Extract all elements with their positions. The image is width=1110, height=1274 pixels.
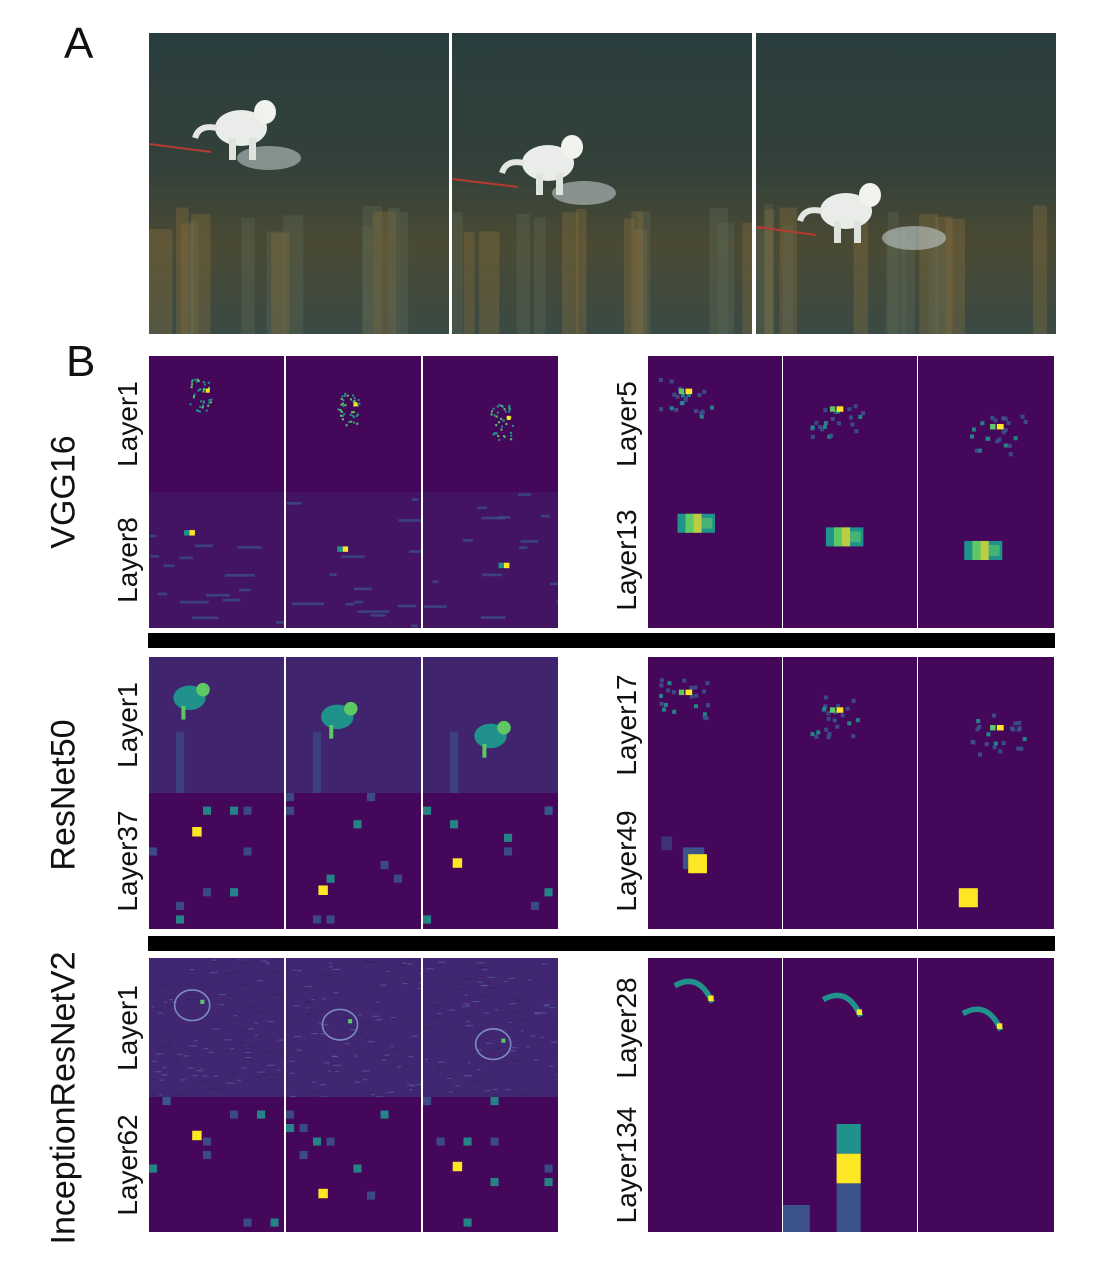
feature-map (149, 492, 284, 628)
feature-map (149, 356, 284, 492)
feature-map (286, 958, 421, 1097)
layer-label: Layer1 (112, 984, 143, 1071)
feature-map (648, 1097, 782, 1232)
feature-map (783, 1097, 917, 1232)
dog-photo-2 (452, 33, 752, 334)
feature-map (648, 657, 782, 793)
feature-map (423, 657, 558, 793)
feature-map (423, 793, 558, 929)
feature-map (423, 356, 558, 492)
feature-map (648, 356, 782, 492)
layer-label: Layer62 (112, 1113, 143, 1216)
separator-bar (148, 936, 1055, 951)
feature-map (918, 657, 1054, 793)
feature-map (286, 1097, 421, 1232)
feature-map (918, 356, 1054, 492)
feature-map (149, 1097, 284, 1232)
feature-map (918, 958, 1054, 1097)
network-label-resnet50: ResNet50 (44, 719, 83, 871)
panel-b-letter: B (66, 337, 96, 386)
feature-map (286, 492, 421, 628)
layer-label: Layer17 (611, 674, 642, 776)
layer-label: Layer49 (611, 810, 642, 912)
dog-photo-3 (756, 33, 1056, 334)
dog-photo-1 (149, 33, 449, 334)
feature-map (648, 793, 782, 929)
feature-map (423, 492, 558, 628)
network-label-vgg16: VGG16 (44, 435, 83, 549)
separator-bar (148, 633, 1055, 648)
feature-map (918, 492, 1054, 628)
feature-map (648, 958, 782, 1097)
feature-map (783, 958, 917, 1097)
layer-label: Layer5 (611, 381, 642, 467)
feature-map (423, 958, 558, 1097)
layer-label: Layer1 (112, 381, 143, 467)
feature-map (783, 492, 917, 628)
feature-map (783, 657, 917, 793)
feature-map (149, 958, 284, 1097)
layer-label: Layer1 (112, 682, 143, 768)
layer-label: Layer37 (112, 810, 143, 912)
feature-map (783, 793, 917, 929)
layer-label: Layer13 (611, 509, 642, 611)
network-label-inceptionresnetv2: InceptionResNetV2 (44, 951, 83, 1245)
layer-label: Layer28 (611, 976, 642, 1079)
feature-map (286, 657, 421, 793)
feature-map (918, 793, 1054, 929)
feature-map (149, 793, 284, 929)
feature-map (286, 793, 421, 929)
feature-map (286, 356, 421, 492)
feature-map (918, 1097, 1054, 1232)
feature-map (783, 356, 917, 492)
feature-map (648, 492, 782, 628)
feature-map (149, 657, 284, 793)
feature-map (423, 1097, 558, 1232)
layer-label: Layer134 (611, 1106, 642, 1223)
panel-a-letter: A (64, 19, 94, 68)
layer-label: Layer8 (112, 517, 143, 603)
